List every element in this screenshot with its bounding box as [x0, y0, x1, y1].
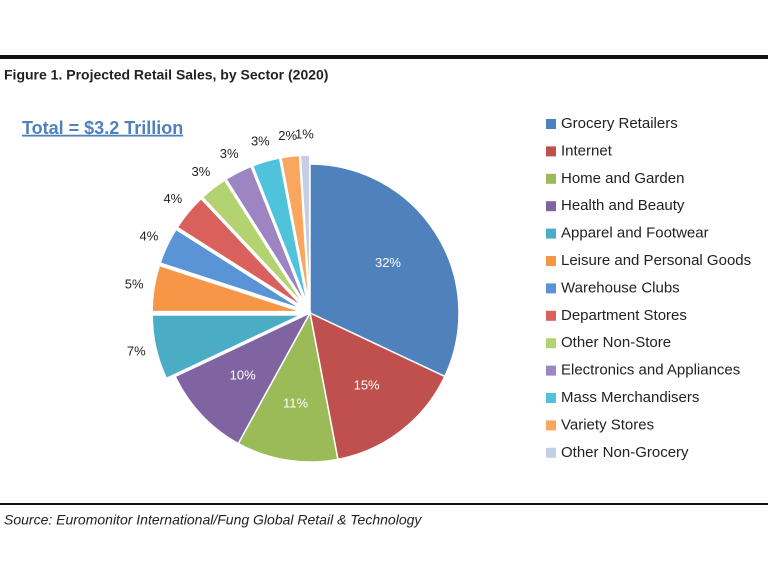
pie-slice: [159, 228, 303, 310]
legend-swatch: [546, 365, 556, 376]
legend-label: Warehouse Clubs: [561, 279, 680, 296]
pie-slice: [299, 154, 311, 305]
pie-slice: [176, 197, 304, 308]
legend-label: Mass Merchandisers: [561, 389, 699, 406]
data-label: 32%: [375, 255, 401, 270]
legend-label: Department Stores: [561, 307, 687, 324]
data-label: 15%: [354, 377, 380, 392]
pie-slice: [151, 264, 302, 313]
top-rule: [0, 55, 768, 59]
legend-swatch: [546, 228, 556, 239]
legend-swatch: [546, 447, 556, 458]
data-label: 7%: [127, 343, 146, 358]
legend-label: Apparel and Footwear: [561, 225, 709, 242]
data-label: 3%: [192, 164, 211, 179]
data-label: 1%: [295, 127, 314, 142]
data-label: 3%: [251, 134, 270, 149]
pie-slice: [308, 311, 446, 461]
legend-swatch: [546, 338, 556, 349]
legend-label: Health and Beauty: [561, 197, 685, 214]
pie-slice: [151, 314, 302, 380]
legend-swatch: [546, 283, 556, 294]
pie-slice: [201, 179, 306, 307]
legend-swatch: [546, 256, 556, 266]
total-annotation: Total = $3.2 Trillion: [22, 118, 183, 138]
legend-swatch: [546, 201, 556, 212]
data-label: 2%: [278, 128, 297, 143]
legend-swatch: [546, 173, 556, 184]
data-label: 10%: [230, 368, 256, 383]
legend-label: Other Non-Store: [561, 334, 671, 351]
legend-label: Home and Garden: [561, 170, 684, 187]
legend-label: Leisure and Personal Goods: [561, 252, 751, 269]
pie-slice: [225, 165, 307, 306]
data-label: 4%: [163, 191, 182, 206]
data-label: 5%: [125, 277, 144, 292]
data-label: 4%: [140, 229, 159, 244]
legend-label: Grocery Retailers: [561, 115, 678, 132]
legend-swatch: [546, 310, 556, 321]
pie-slice: [309, 163, 460, 378]
data-label: 11%: [283, 396, 308, 411]
legend-label: Electronics and Appliances: [561, 362, 740, 379]
legend-swatch: [546, 420, 556, 431]
legend-swatch: [546, 119, 556, 129]
bottom-rule: [0, 503, 768, 505]
pie-slice: [174, 311, 312, 445]
legend-label: Internet: [561, 142, 613, 159]
pie-slice: [251, 157, 309, 305]
pie-slice: [237, 310, 339, 463]
legend-label: Variety Stores: [561, 416, 654, 433]
source-note: Source: Euromonitor International/Fung G…: [4, 512, 422, 528]
legend-swatch: [546, 393, 556, 403]
data-label: 3%: [220, 146, 239, 161]
legend-label: Other Non-Grocery: [561, 444, 689, 461]
chart-title: Figure 1. Projected Retail Sales, by Sec…: [4, 67, 328, 83]
pie-slice: [280, 154, 310, 305]
legend-swatch: [546, 146, 556, 157]
